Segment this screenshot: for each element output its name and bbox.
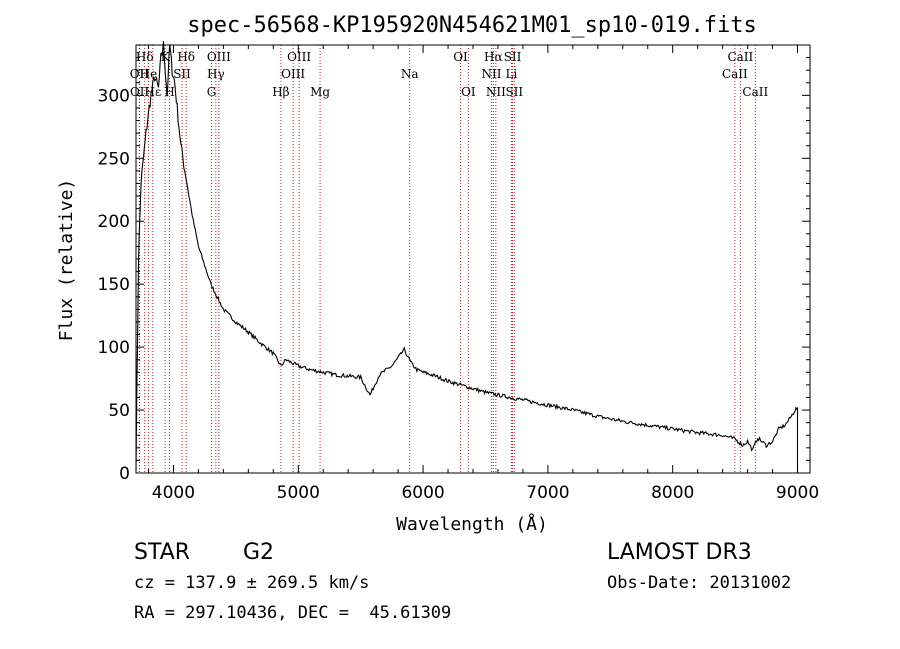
line-marker-label: SII [173, 67, 191, 81]
x-tick-label: 7000 [526, 483, 569, 503]
line-marker-label: OI [453, 50, 468, 64]
redshift-cz: cz = 137.9 ± 269.5 km/s [134, 573, 370, 593]
y-tick-label: 300 [98, 86, 130, 106]
line-marker-label: NII [486, 85, 506, 99]
x-axis-ticks: 4000 5000 6000 7000 8000 9000 [147, 45, 819, 503]
line-marker-label: SII [505, 85, 523, 99]
line-marker-label: Na [401, 67, 419, 81]
line-marker-label: OIII [281, 67, 305, 81]
y-tick-label: 200 [98, 212, 130, 232]
line-marker-label: OII [130, 67, 150, 81]
line-marker-label: SII [504, 50, 522, 64]
line-marker-label: Hα [484, 50, 503, 64]
x-tick-label: 8000 [651, 483, 694, 503]
line-marker-label: H [164, 85, 174, 99]
survey-name: LAMOST DR3 [607, 540, 752, 565]
y-tick-label: 0 [119, 464, 130, 484]
x-tick-label: 6000 [401, 483, 444, 503]
line-marker-label: Hδ [136, 50, 154, 64]
line-marker-label: He [140, 67, 158, 81]
y-tick-label: 100 [98, 338, 130, 358]
line-marker-label: OIII [207, 50, 231, 64]
line-marker-label: Hδ [177, 50, 195, 64]
line-marker-label: Hβ [272, 85, 289, 99]
coordinates: RA = 297.10436, DEC = 45.61309 [134, 603, 452, 623]
plot-frame [135, 44, 811, 474]
line-marker-label: OI [461, 85, 476, 99]
line-marker-label: CaII [722, 67, 748, 81]
y-tick-label: 50 [108, 401, 130, 421]
y-axis-label: Flux (relative) [56, 179, 77, 342]
line-marker-label: K [161, 50, 171, 64]
line-marker-label: Hγ [207, 67, 225, 81]
line-marker-label: CaII [742, 85, 768, 99]
chart-title: spec-56568-KP195920N454621M01_sp10-019.f… [187, 13, 757, 38]
line-marker-label: CaII [727, 50, 753, 64]
line-markers [138, 45, 756, 473]
line-marker-label: OIII [287, 50, 311, 64]
line-marker-label: OII [130, 85, 150, 99]
y-axis-ticks: 0 50 100 150 200 250 300 [98, 44, 810, 484]
x-tick-label: 9000 [776, 483, 819, 503]
object-subclass: G2 [243, 540, 275, 565]
x-axis-label: Wavelength (Å) [396, 513, 548, 535]
line-marker-label: Mg [310, 85, 330, 99]
line-marker-label: G [207, 85, 217, 99]
line-marker-label: Li [506, 67, 518, 81]
spectrum-line [135, 41, 799, 473]
line-marker-label: Hε [145, 85, 162, 99]
y-tick-label: 250 [98, 149, 130, 169]
x-tick-label: 4000 [152, 483, 195, 503]
object-class: STAR [134, 540, 191, 565]
y-tick-label: 150 [98, 275, 130, 295]
observation-date: Obs-Date: 20131002 [607, 573, 792, 593]
x-tick-label: 5000 [277, 483, 320, 503]
line-marker-label: NII [481, 67, 501, 81]
